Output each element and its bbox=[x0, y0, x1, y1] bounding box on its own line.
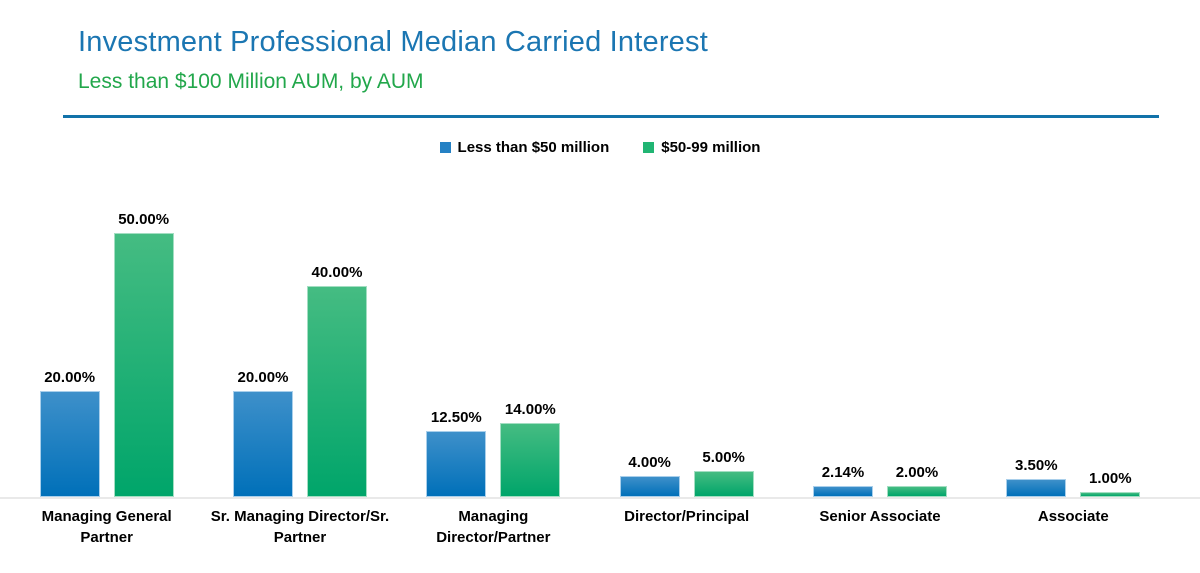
bar-value-label: 40.00% bbox=[311, 264, 363, 281]
bar-series1 bbox=[232, 391, 293, 497]
bar-value-label: 20.00% bbox=[237, 369, 289, 386]
bar-series1 bbox=[812, 486, 873, 497]
x-axis-line bbox=[0, 497, 1200, 499]
title-divider-line bbox=[63, 115, 1159, 118]
category-label: Associate bbox=[1037, 508, 1109, 525]
bar-wrap: 40.00% bbox=[306, 264, 367, 497]
bar-value-label: 12.50% bbox=[430, 409, 482, 426]
bar-value-label: 3.50% bbox=[1015, 457, 1058, 474]
bar-wrap: 14.00% bbox=[500, 401, 561, 497]
bar-group: 12.50% 14.00% bbox=[397, 170, 590, 497]
plot-area: 20.00% 50.00% 20.00% 40.00% 12.50% 14.00% 4.00… bbox=[10, 170, 1170, 497]
bar-wrap: 50.00% bbox=[113, 211, 174, 497]
legend-swatch-icon bbox=[643, 142, 655, 153]
chart-legend: Less than $50 million $50-99 million bbox=[0, 139, 1200, 156]
bar-series2 bbox=[886, 486, 947, 497]
legend-swatch-icon bbox=[439, 142, 451, 153]
category-label: Managing General Partner bbox=[41, 508, 172, 546]
bar-wrap: 2.00% bbox=[886, 464, 947, 497]
bar-wrap: 2.14% bbox=[812, 464, 873, 497]
bar-value-label: 14.00% bbox=[504, 401, 556, 418]
bar-value-label: 20.00% bbox=[44, 369, 96, 386]
bar-wrap: 3.50% bbox=[1006, 457, 1067, 497]
category-label: Director/Principal bbox=[624, 508, 750, 525]
bar-series2 bbox=[500, 423, 561, 497]
legend-item-1: $50-99 million bbox=[643, 139, 760, 156]
bar-value-label: 2.00% bbox=[895, 464, 939, 481]
bar-series1 bbox=[39, 391, 100, 497]
bar-wrap: 20.00% bbox=[232, 369, 293, 497]
bar-wrap: 5.00% bbox=[693, 449, 754, 497]
bar-series2 bbox=[693, 471, 754, 497]
bar-value-label: 2.14% bbox=[821, 464, 865, 481]
bar-value-label: 4.00% bbox=[628, 454, 671, 471]
category-label: Senior Associate bbox=[819, 508, 941, 525]
bar-series2 bbox=[113, 233, 174, 497]
legend-label: $50-99 million bbox=[661, 139, 761, 156]
bar-wrap: 20.00% bbox=[39, 369, 100, 497]
category-axis: Managing General Partner Sr. Managing Dir… bbox=[10, 506, 1170, 548]
chart-subtitle: Less than $100 Million AUM, by AUM bbox=[78, 70, 424, 93]
bar-wrap: 4.00% bbox=[619, 454, 680, 497]
bar-group: 20.00% 50.00% bbox=[10, 170, 203, 497]
bar-wrap: 12.50% bbox=[426, 409, 487, 497]
chart-title: Investment Professional Median Carried I… bbox=[78, 26, 708, 58]
category-label: Managing Director/Partner bbox=[436, 508, 551, 546]
bar-series2 bbox=[306, 286, 367, 497]
bar-wrap: 1.00% bbox=[1080, 470, 1141, 497]
bar-group: 20.00% 40.00% bbox=[203, 170, 396, 497]
bar-series1 bbox=[619, 476, 680, 497]
bar-group: 3.50% 1.00% bbox=[977, 170, 1170, 497]
bar-value-label: 50.00% bbox=[118, 211, 170, 228]
bar-group: 2.14% 2.00% bbox=[783, 170, 976, 497]
legend-item-0: Less than $50 million bbox=[439, 139, 610, 156]
bar-value-label: 1.00% bbox=[1089, 470, 1132, 487]
bar-group: 4.00% 5.00% bbox=[590, 170, 783, 497]
bar-series2 bbox=[1080, 492, 1141, 497]
legend-label: Less than $50 million bbox=[457, 139, 610, 156]
bar-series1 bbox=[1006, 479, 1067, 497]
category-label: Sr. Managing Director/Sr. Partner bbox=[210, 508, 390, 546]
bar-value-label: 5.00% bbox=[702, 449, 745, 466]
bar-series1 bbox=[426, 431, 487, 497]
